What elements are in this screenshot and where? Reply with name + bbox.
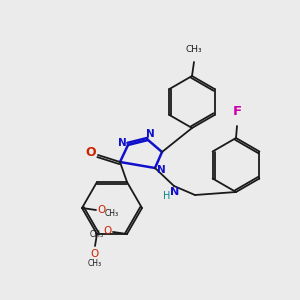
Text: O: O: [98, 205, 106, 215]
Text: O: O: [91, 249, 99, 259]
Text: N: N: [146, 129, 154, 139]
Text: N: N: [118, 138, 126, 148]
Text: N: N: [157, 165, 165, 175]
Text: CH₃: CH₃: [88, 260, 102, 268]
Text: O: O: [103, 226, 111, 236]
Text: H: H: [163, 191, 171, 201]
Text: CH₃: CH₃: [105, 209, 119, 218]
Text: CH₃: CH₃: [186, 45, 202, 54]
Text: N: N: [170, 187, 180, 197]
Text: F: F: [232, 105, 242, 118]
Text: O: O: [86, 146, 96, 158]
Text: CH₃: CH₃: [90, 230, 104, 239]
